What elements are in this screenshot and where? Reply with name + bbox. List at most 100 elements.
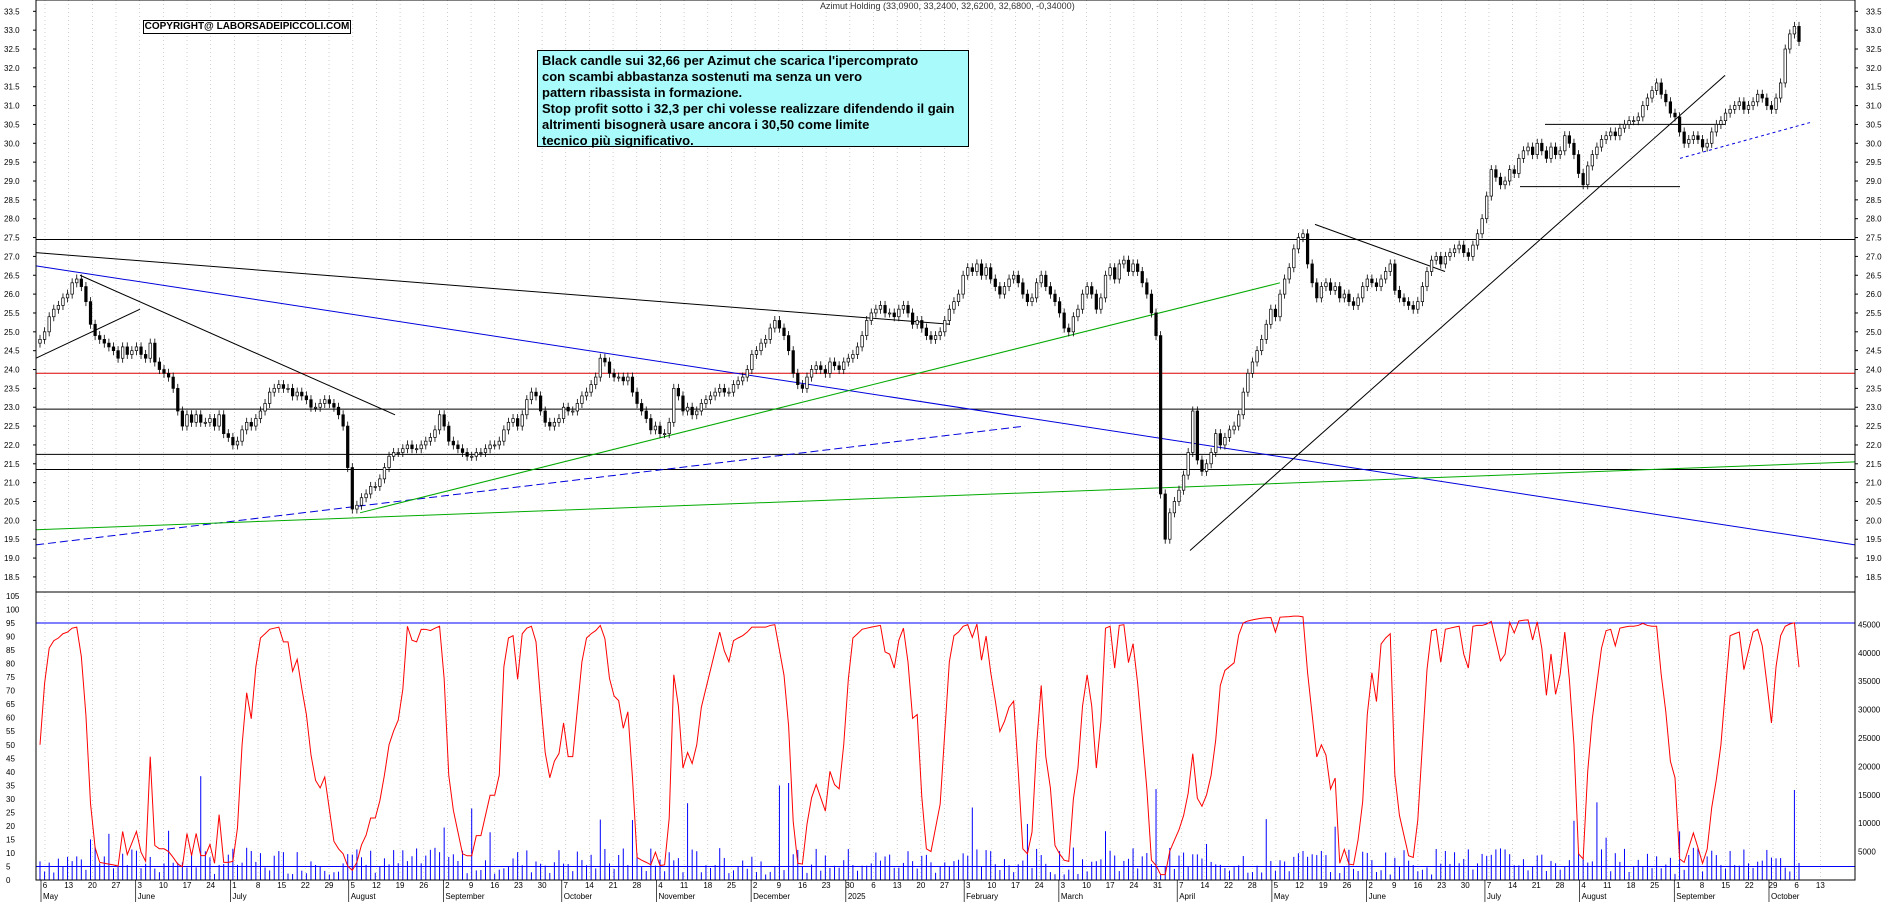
x-month-label: May bbox=[1274, 892, 1289, 901]
x-day-label: 14 bbox=[585, 881, 594, 890]
candle-body bbox=[442, 414, 446, 427]
candle-body bbox=[1604, 135, 1608, 140]
candle-body bbox=[1090, 286, 1094, 295]
candle-body bbox=[1526, 146, 1530, 152]
candle-body bbox=[1044, 274, 1048, 287]
annotation-box: Black candle sui 32,66 per Azimut che sc… bbox=[537, 50, 969, 148]
candle-body bbox=[1016, 274, 1020, 284]
x-day-label: 8 bbox=[1700, 881, 1705, 890]
y-tick-label: 23.5 bbox=[1866, 384, 1882, 393]
candle-body bbox=[52, 308, 56, 318]
candle-body bbox=[1650, 90, 1654, 99]
blue-downtrend-line bbox=[35, 265, 1856, 546]
candle-body bbox=[1549, 146, 1553, 159]
y-tick-label: 32.5 bbox=[4, 45, 20, 54]
candle-body bbox=[121, 346, 125, 359]
x-day-label: 25 bbox=[1650, 881, 1659, 890]
candle-body bbox=[1581, 173, 1585, 186]
candle-body bbox=[612, 372, 616, 378]
candle-body bbox=[1742, 101, 1746, 110]
y-tick-label: 18.5 bbox=[4, 573, 20, 582]
candle-body bbox=[369, 486, 373, 495]
candle-body bbox=[433, 429, 437, 438]
candle-body bbox=[736, 380, 740, 385]
candle-body bbox=[1558, 150, 1562, 155]
candle-body bbox=[1728, 109, 1732, 114]
candle-body bbox=[1783, 48, 1787, 84]
candle-body bbox=[1113, 267, 1117, 280]
candle-body bbox=[1296, 237, 1301, 250]
x-day-label: 30 bbox=[538, 881, 547, 890]
candle-body bbox=[286, 388, 290, 390]
candle-body bbox=[1696, 135, 1700, 140]
candle-body bbox=[1797, 26, 1801, 42]
candle-body bbox=[387, 455, 391, 468]
candle-body bbox=[1080, 293, 1085, 310]
candle-body bbox=[552, 421, 556, 427]
candle-body bbox=[782, 327, 786, 336]
candle-body bbox=[685, 406, 690, 412]
x-month-label: November bbox=[658, 892, 695, 901]
x-day-label: 18 bbox=[1627, 881, 1636, 890]
candle-body bbox=[1576, 154, 1581, 174]
x-day-label: 19 bbox=[1319, 881, 1328, 890]
x-day-label: 6 bbox=[1794, 881, 1799, 890]
candle-body bbox=[93, 323, 97, 336]
candle-body bbox=[1384, 271, 1388, 280]
osc-tick-label: 70 bbox=[6, 687, 15, 696]
candle-body bbox=[1163, 493, 1167, 540]
candle-body bbox=[502, 429, 506, 442]
x-month-label: August bbox=[351, 892, 377, 901]
candle-body bbox=[989, 267, 993, 280]
x-day-label: 23 bbox=[1437, 881, 1446, 890]
volume-tick-label: 45000 bbox=[1858, 620, 1881, 629]
candle-body bbox=[906, 305, 910, 314]
x-day-label: 27 bbox=[112, 881, 121, 890]
candle-body bbox=[649, 418, 653, 431]
candle-body bbox=[667, 421, 671, 434]
candle-body bbox=[125, 346, 129, 355]
candle-body bbox=[1489, 169, 1493, 197]
candle-body bbox=[676, 388, 680, 397]
candle-body bbox=[1310, 263, 1314, 284]
oscillator-series bbox=[36, 615, 1855, 876]
y-tick-label: 23.0 bbox=[1866, 403, 1882, 412]
y-tick-label: 27.0 bbox=[1866, 252, 1882, 261]
candle-body bbox=[745, 369, 749, 378]
y-tick-label: 19.5 bbox=[4, 535, 20, 544]
candle-body bbox=[1108, 267, 1112, 276]
candle-body bbox=[823, 369, 827, 374]
x-month-label: June bbox=[1369, 892, 1387, 901]
candle-body bbox=[1214, 433, 1218, 453]
candle-body bbox=[874, 308, 878, 314]
candle-body bbox=[1062, 312, 1066, 329]
x-day-label: 16 bbox=[490, 881, 499, 890]
candle-body bbox=[511, 418, 515, 423]
candle-body bbox=[947, 308, 951, 321]
x-day-label: 1 bbox=[232, 881, 237, 890]
x-day-label: 2 bbox=[1368, 881, 1373, 890]
x-month-label: December bbox=[753, 892, 790, 901]
candle-body bbox=[800, 384, 804, 389]
candle-body bbox=[1342, 293, 1346, 299]
osc-tick-label: 0 bbox=[6, 876, 11, 885]
candle-body bbox=[1613, 131, 1617, 137]
x-month-label: June bbox=[138, 892, 156, 901]
candle-body bbox=[1756, 93, 1760, 103]
osc-tick-label: 30 bbox=[6, 795, 15, 804]
candle-body bbox=[1126, 259, 1131, 272]
candle-body bbox=[240, 429, 244, 442]
candle-body bbox=[139, 346, 143, 355]
candle-body bbox=[254, 418, 258, 427]
candle-body bbox=[42, 331, 47, 340]
volume-tick-label: 35000 bbox=[1858, 677, 1881, 686]
candle-body bbox=[1512, 169, 1516, 174]
candle-body bbox=[1035, 282, 1039, 299]
candle-body bbox=[1071, 316, 1075, 333]
candle-body bbox=[424, 440, 428, 446]
candle-body bbox=[1374, 282, 1379, 287]
osc-tick-label: 85 bbox=[6, 646, 15, 655]
osc-tick-label: 65 bbox=[6, 700, 15, 709]
candle-body bbox=[290, 388, 295, 397]
x-day-label: 10 bbox=[987, 881, 996, 890]
